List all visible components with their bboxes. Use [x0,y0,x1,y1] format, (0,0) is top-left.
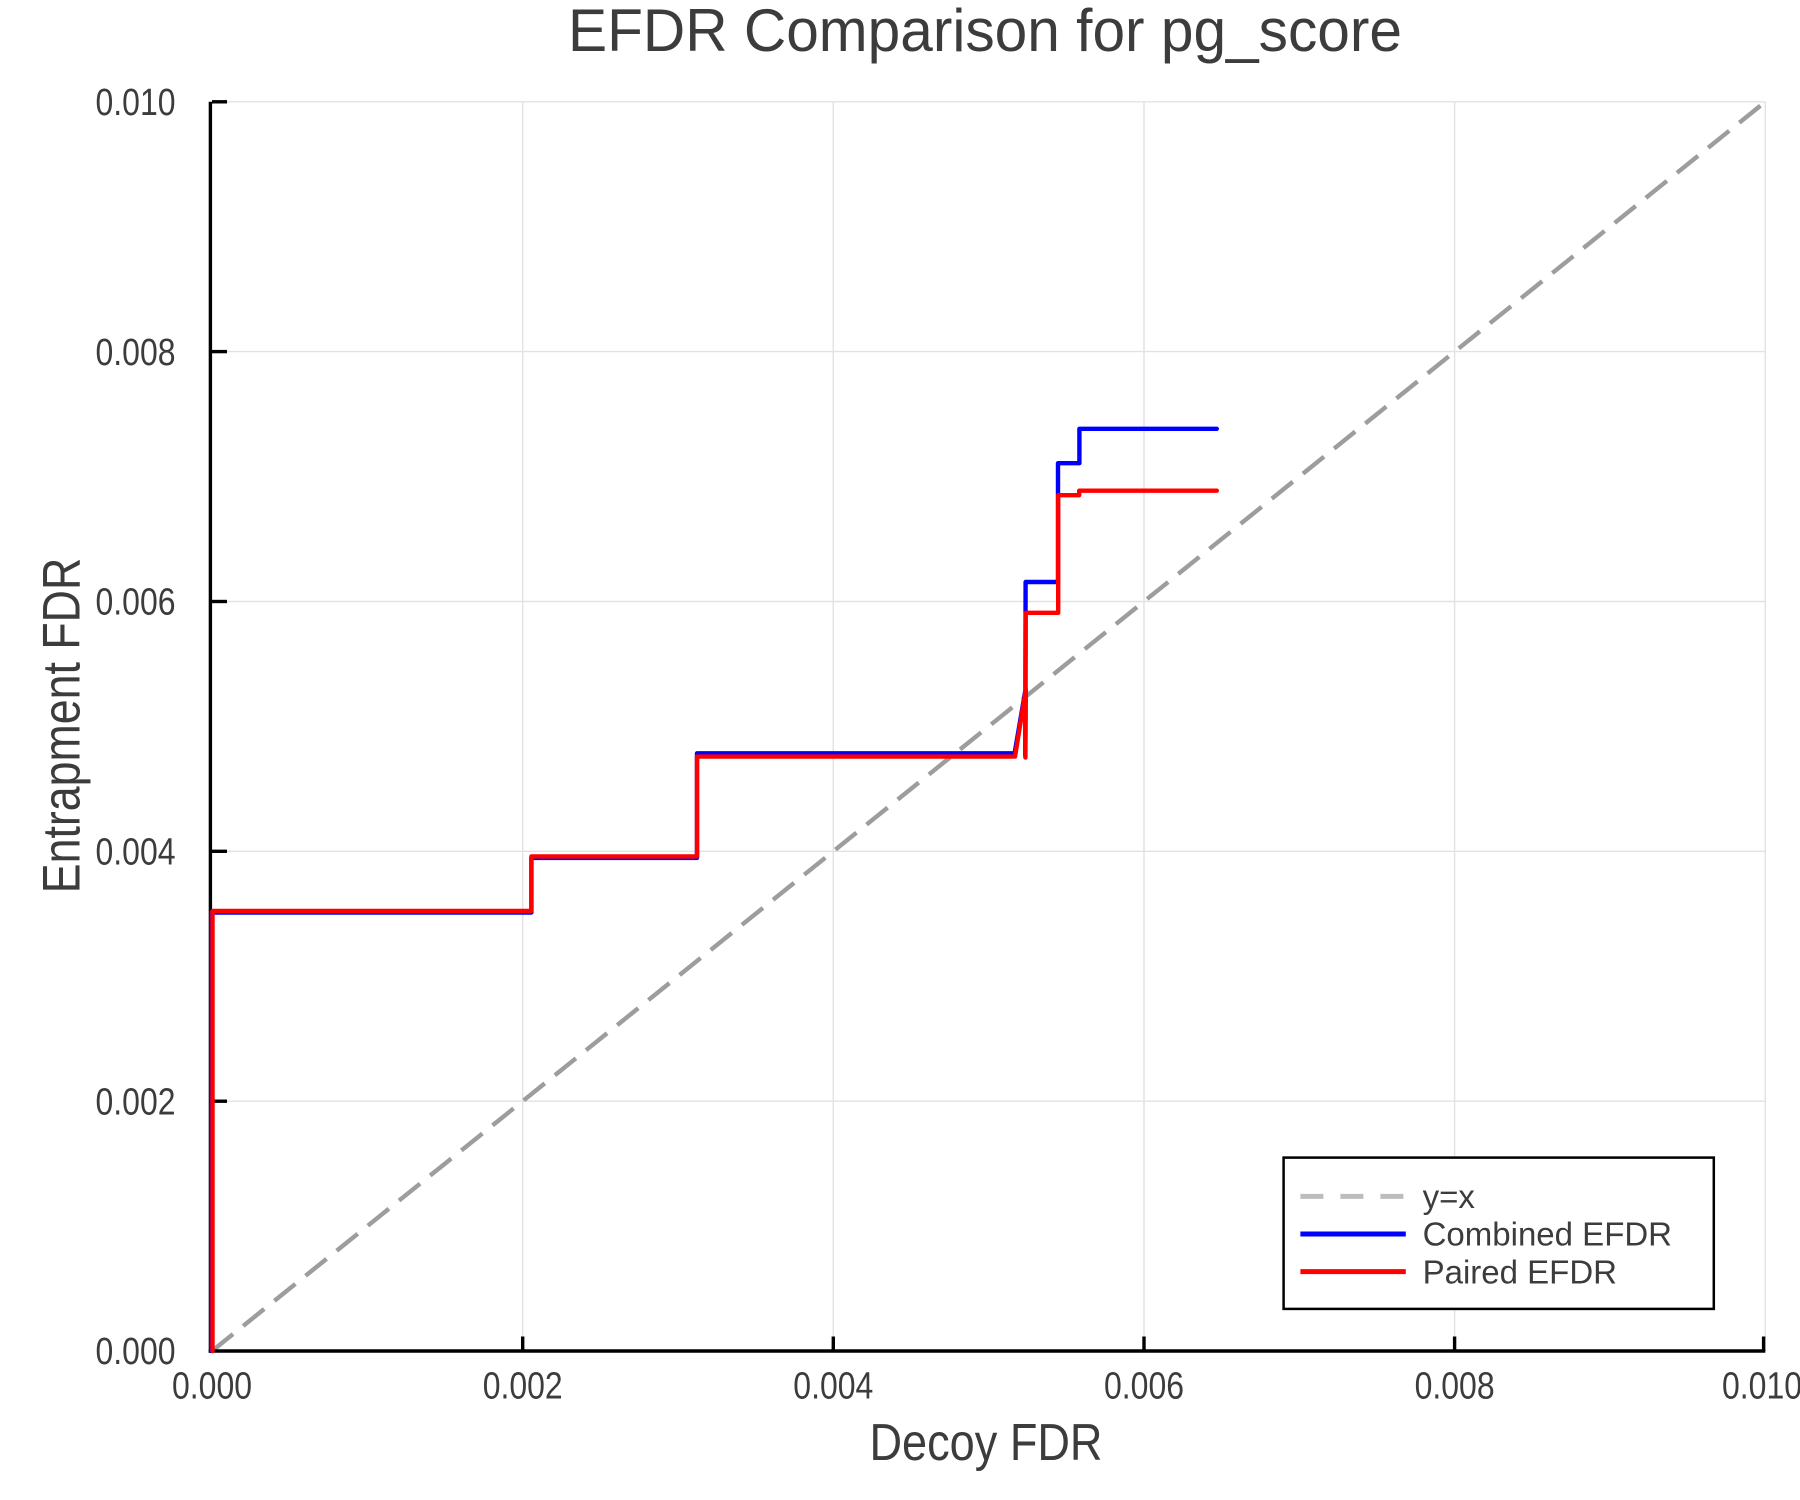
svg-text:0.008: 0.008 [1415,1366,1495,1408]
svg-text:EFDR Comparison for pg_score: EFDR Comparison for pg_score [568,0,1402,64]
svg-text:Entrapment FDR: Entrapment FDR [33,558,92,894]
svg-text:0.006: 0.006 [1104,1366,1184,1408]
svg-text:0.000: 0.000 [172,1366,252,1408]
svg-text:Decoy FDR: Decoy FDR [870,1414,1103,1472]
svg-text:0.004: 0.004 [793,1366,873,1408]
svg-text:0.004: 0.004 [96,832,176,874]
svg-text:y=x: y=x [1423,1178,1476,1215]
svg-text:0.010: 0.010 [1722,1366,1800,1408]
svg-text:0.002: 0.002 [483,1366,563,1408]
svg-text:0.002: 0.002 [96,1081,176,1123]
svg-text:0.010: 0.010 [96,82,176,124]
svg-text:0.006: 0.006 [96,582,176,624]
svg-text:Paired EFDR: Paired EFDR [1423,1254,1617,1291]
svg-text:0.000: 0.000 [96,1331,176,1373]
svg-text:0.008: 0.008 [96,332,176,374]
svg-text:Combined EFDR: Combined EFDR [1423,1216,1672,1253]
